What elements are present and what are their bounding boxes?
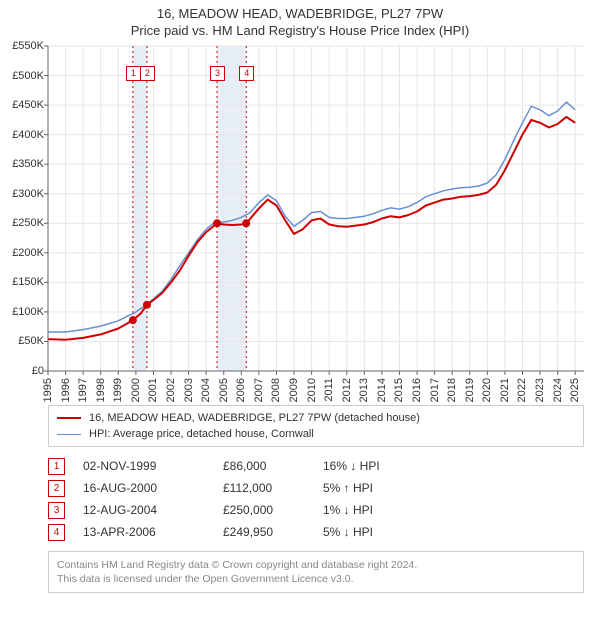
title-subtitle: Price paid vs. HM Land Registry's House … xyxy=(0,23,600,38)
x-axis-label: 2004 xyxy=(200,378,212,402)
titles: 16, MEADOW HEAD, WADEBRIDGE, PL27 7PW Pr… xyxy=(0,0,600,38)
sale-marker: 4 xyxy=(48,524,65,541)
title-address: 16, MEADOW HEAD, WADEBRIDGE, PL27 7PW xyxy=(0,6,600,21)
x-axis-label: 2003 xyxy=(183,378,195,402)
sale-diff: 1% ↓ HPI xyxy=(323,503,423,517)
attribution-line: Contains HM Land Registry data © Crown c… xyxy=(57,558,575,572)
x-axis-label: 2000 xyxy=(130,378,142,402)
sale-marker: 2 xyxy=(48,480,65,497)
x-axis-label: 2006 xyxy=(235,378,247,402)
chart-area: £0£50K£100K£150K£200K£250K£300K£350K£400… xyxy=(48,46,584,401)
chart-svg xyxy=(48,46,584,371)
y-axis-label: £0 xyxy=(0,365,44,377)
sale-date: 13-APR-2006 xyxy=(83,525,223,539)
x-axis-label: 2020 xyxy=(481,378,493,402)
chart-sale-marker: 3 xyxy=(210,66,225,81)
x-axis-label: 2002 xyxy=(165,378,177,402)
x-axis-label: 1999 xyxy=(112,378,124,402)
sale-price: £249,950 xyxy=(223,525,323,539)
sale-price: £86,000 xyxy=(223,459,323,473)
chart-sale-marker: 1 xyxy=(126,66,141,81)
y-axis-label: £150K xyxy=(0,276,44,288)
sales-row: 2 16-AUG-2000£112,0005% ↑ HPI xyxy=(48,477,600,499)
sale-price: £250,000 xyxy=(223,503,323,517)
legend-label: 16, MEADOW HEAD, WADEBRIDGE, PL27 7PW (d… xyxy=(89,412,420,424)
x-axis-label: 2014 xyxy=(376,378,388,402)
sale-diff: 16% ↓ HPI xyxy=(323,459,423,473)
x-axis-label: 2001 xyxy=(147,378,159,402)
x-axis-label: 2018 xyxy=(446,378,458,402)
x-axis-label: 1997 xyxy=(77,378,89,402)
x-axis-label: 2017 xyxy=(429,378,441,402)
legend-label: HPI: Average price, detached house, Corn… xyxy=(89,428,314,440)
y-axis-label: £450K xyxy=(0,99,44,111)
chart-sale-marker: 4 xyxy=(239,66,254,81)
sale-marker: 3 xyxy=(48,502,65,519)
legend-swatch-hpi xyxy=(57,434,81,435)
y-axis-label: £250K xyxy=(0,217,44,229)
y-axis-label: £200K xyxy=(0,247,44,259)
sale-diff: 5% ↓ HPI xyxy=(323,525,423,539)
x-axis-label: 2013 xyxy=(358,378,370,402)
sales-row: 3 12-AUG-2004£250,0001% ↓ HPI xyxy=(48,499,600,521)
x-axis-label: 2012 xyxy=(341,378,353,402)
y-axis-label: £50K xyxy=(0,335,44,347)
x-axis-label: 2010 xyxy=(306,378,318,402)
x-axis-label: 1995 xyxy=(42,378,54,402)
x-axis-label: 2025 xyxy=(569,378,581,402)
sales-row: 1 02-NOV-1999£86,00016% ↓ HPI xyxy=(48,455,600,477)
sale-date: 12-AUG-2004 xyxy=(83,503,223,517)
legend-item-hpi: HPI: Average price, detached house, Corn… xyxy=(57,426,575,442)
x-axis-label: 2011 xyxy=(323,378,335,402)
x-axis-label: 2022 xyxy=(516,378,528,402)
y-axis-label: £500K xyxy=(0,70,44,82)
x-axis-label: 2021 xyxy=(499,378,511,402)
attribution: Contains HM Land Registry data © Crown c… xyxy=(48,551,584,593)
y-axis-label: £550K xyxy=(0,40,44,52)
x-axis-label: 2023 xyxy=(534,378,546,402)
sale-diff: 5% ↑ HPI xyxy=(323,481,423,495)
x-axis-label: 1998 xyxy=(95,378,107,402)
legend: 16, MEADOW HEAD, WADEBRIDGE, PL27 7PW (d… xyxy=(48,405,584,447)
y-axis-label: £400K xyxy=(0,129,44,141)
x-axis-label: 2008 xyxy=(270,378,282,402)
x-axis-label: 1996 xyxy=(60,378,72,402)
sale-date: 16-AUG-2000 xyxy=(83,481,223,495)
chart-sale-marker: 2 xyxy=(140,66,155,81)
x-axis-label: 2024 xyxy=(552,378,564,402)
x-axis-label: 2016 xyxy=(411,378,423,402)
y-axis-label: £350K xyxy=(0,158,44,170)
sale-price: £112,000 xyxy=(223,481,323,495)
chart-container: 16, MEADOW HEAD, WADEBRIDGE, PL27 7PW Pr… xyxy=(0,0,600,620)
x-axis-label: 2007 xyxy=(253,378,265,402)
x-axis-label: 2005 xyxy=(218,378,230,402)
x-axis-label: 2009 xyxy=(288,378,300,402)
legend-item-property: 16, MEADOW HEAD, WADEBRIDGE, PL27 7PW (d… xyxy=(57,410,575,426)
attribution-line: This data is licensed under the Open Gov… xyxy=(57,572,575,586)
sales-table: 1 02-NOV-1999£86,00016% ↓ HPI 2 16-AUG-2000… xyxy=(48,455,600,543)
y-axis-label: £100K xyxy=(0,306,44,318)
x-axis-label: 2019 xyxy=(464,378,476,402)
sale-marker: 1 xyxy=(48,458,65,475)
legend-swatch-property xyxy=(57,417,81,419)
y-axis-label: £300K xyxy=(0,188,44,200)
sales-row: 4 13-APR-2006£249,9505% ↓ HPI xyxy=(48,521,600,543)
sale-date: 02-NOV-1999 xyxy=(83,459,223,473)
x-axis-label: 2015 xyxy=(393,378,405,402)
